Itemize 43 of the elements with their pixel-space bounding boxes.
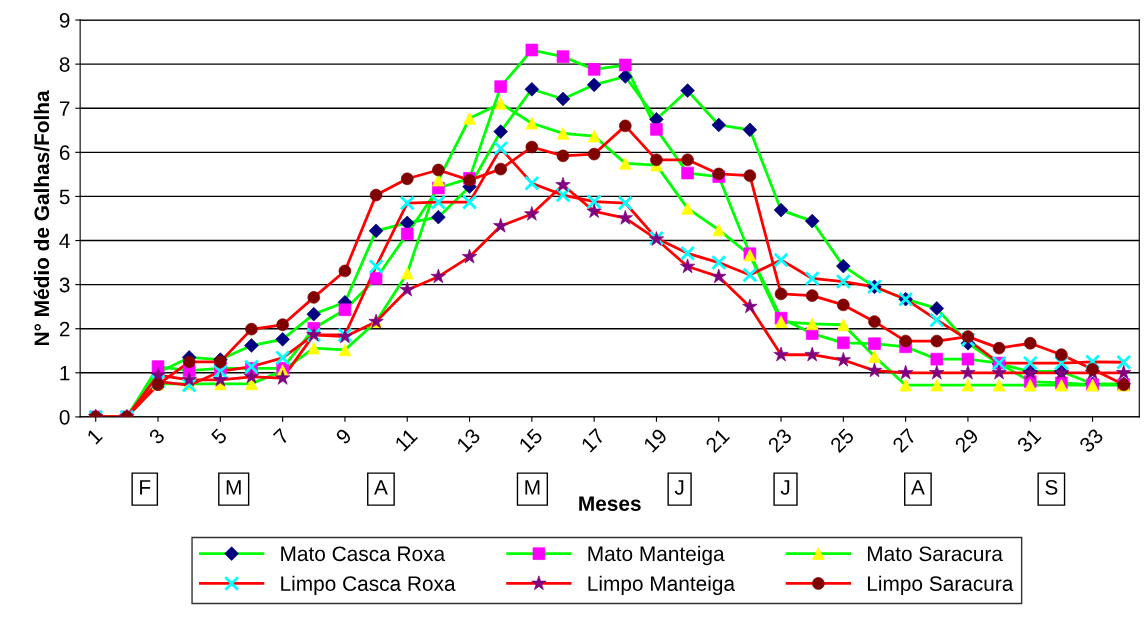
x-tick-label: 33 — [1078, 427, 1105, 454]
y-tick-label: 8 — [59, 57, 70, 72]
x-tick-label: 1 — [86, 427, 103, 445]
x-tick-label: 17 — [580, 427, 606, 453]
y-tick-label: 0 — [59, 409, 70, 425]
legend-label: Limpo Casca Roxa — [281, 575, 456, 596]
y-tick-label: 2 — [59, 321, 70, 337]
x-tick-label: 23 — [767, 427, 793, 454]
text: F — [140, 480, 151, 495]
x-tick-label: 5 — [210, 427, 228, 446]
y-axis-title: N° Médio de Galhas/Folha — [33, 90, 50, 346]
y-tick-label: 5 — [59, 189, 70, 205]
y-tick-label: 7 — [59, 101, 70, 116]
x-tick-label: 11 — [394, 427, 418, 452]
x-tick-label: 9 — [335, 427, 353, 445]
text: J — [674, 480, 684, 495]
x-tick-label: 29 — [954, 427, 980, 454]
y-tick-label: 9 — [59, 13, 70, 28]
legend-label: Mato Casca Roxa — [281, 546, 446, 562]
y-tick-label: 1 — [60, 366, 70, 381]
x-tick-label: 3 — [148, 427, 166, 446]
x-tick-label: 15 — [518, 427, 544, 453]
x-tick-label: 27 — [891, 427, 917, 453]
legend-label: Mato Manteiga — [588, 545, 725, 566]
text: M — [525, 480, 540, 495]
x-tick-label: 21 — [704, 427, 731, 453]
legend-label: Limpo Saracura — [867, 575, 1014, 596]
x-tick-label: 25 — [829, 427, 855, 454]
x-tick-label: 31 — [1016, 427, 1042, 454]
y-tick-label: 6 — [59, 145, 70, 161]
text: A — [374, 480, 388, 495]
x-tick-label: 7 — [272, 427, 290, 445]
text: A — [911, 480, 925, 495]
legend-label: Mato Saracura — [867, 546, 1003, 562]
x-tick-label: 13 — [455, 427, 482, 453]
text: J — [780, 480, 790, 495]
y-tick-label: 3 — [59, 277, 70, 293]
text: S — [1045, 479, 1058, 495]
x-tick-label: 19 — [642, 427, 668, 453]
x-axis-title: Meses — [579, 496, 641, 511]
y-tick-label: 4 — [59, 233, 70, 249]
text: M — [226, 480, 241, 495]
legend-label: Limpo Manteiga — [588, 575, 736, 596]
